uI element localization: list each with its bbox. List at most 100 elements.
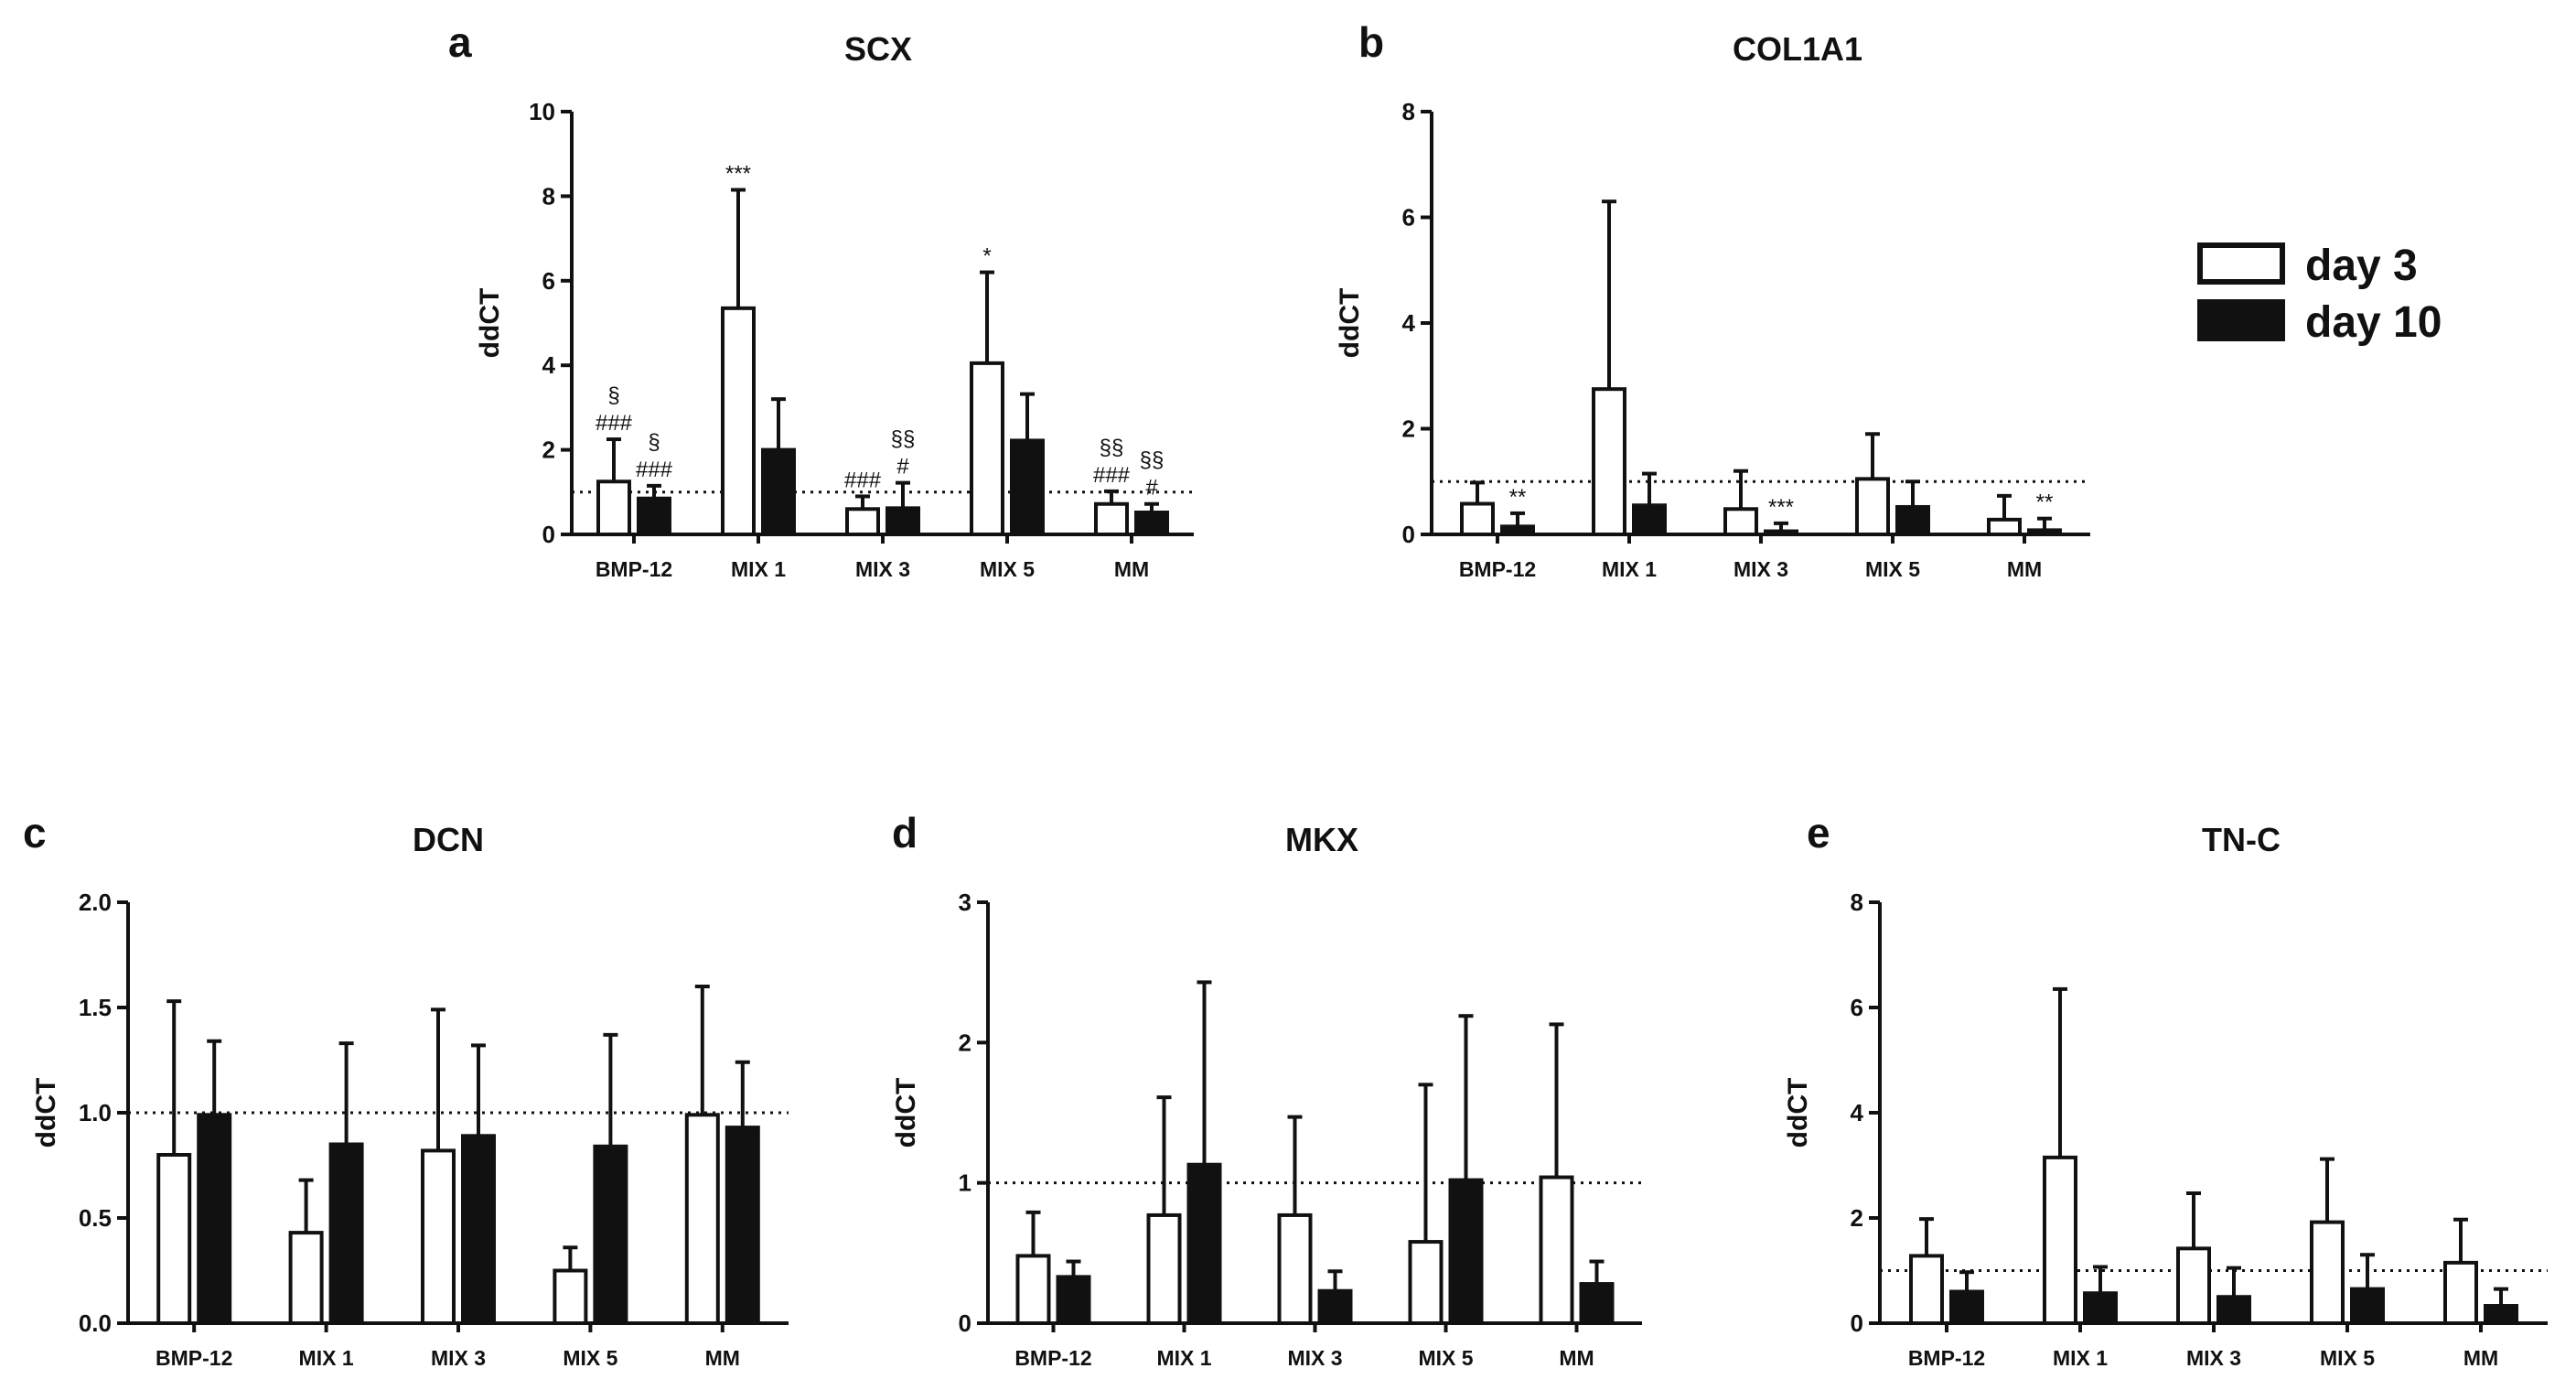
y-tick-label: 3 — [959, 889, 971, 916]
bar-day3 — [553, 1268, 588, 1325]
y-tick-label: 2 — [1402, 415, 1415, 443]
y-tick-label: 8 — [542, 182, 555, 210]
bar-day10 — [461, 1134, 496, 1326]
legend-label: day 3 — [2305, 242, 2418, 290]
significance-label: § — [607, 383, 619, 408]
bar-day3 — [1146, 1212, 1182, 1326]
x-tick-label: MM — [2463, 1346, 2498, 1370]
bar-day10 — [761, 447, 796, 537]
bar-day10 — [1134, 510, 1169, 537]
bar-day3 — [1460, 501, 1495, 537]
y-tick-label: 1.5 — [79, 994, 112, 1021]
x-tick-label: MM — [1114, 557, 1149, 581]
significance-label: ### — [844, 468, 882, 492]
panel-letter: a — [448, 18, 472, 66]
y-tick-label: 1.0 — [79, 1099, 112, 1126]
x-tick-label: MIX 3 — [1733, 557, 1788, 581]
panel-letter: b — [1358, 18, 1384, 66]
bar-day10 — [2216, 1295, 2251, 1325]
bar-day10 — [2027, 528, 2062, 537]
chart-title: COL1A1 — [1733, 30, 1862, 68]
x-tick-label: MIX 5 — [2320, 1346, 2375, 1370]
bar-day3 — [2043, 1155, 2077, 1325]
y-tick-label: 0 — [1402, 521, 1415, 548]
x-tick-label: MIX 3 — [431, 1346, 486, 1370]
panel-c: c DCN 0.0 0.5 1.0 1.5 2.0 ddCT BMP-12 MIX 1 MIX 3 M… — [23, 809, 789, 1370]
panel-e: e TN-C 0 2 4 6 8 ddCT BMP-12 MIX 1 MIX 3 MIX 5 MM — [1783, 809, 2548, 1370]
x-tick-label: BMP-12 — [1459, 557, 1536, 581]
y-tick-label: 6 — [1851, 994, 1863, 1021]
significance-label: ### — [1093, 463, 1131, 488]
x-tick-label: MIX 5 — [563, 1346, 617, 1370]
bar-day3 — [1855, 477, 1890, 536]
chart-title: SCX — [844, 30, 912, 68]
y-axis-label: ddCT — [891, 1078, 921, 1148]
x-tick-label: MIX 1 — [1602, 557, 1657, 581]
y-tick-label: 8 — [1402, 98, 1415, 125]
bar-day3 — [721, 306, 756, 536]
bar-day10 — [1056, 1275, 1091, 1326]
bar-day3 — [1015, 1254, 1051, 1326]
x-tick-label: BMP-12 — [1014, 1346, 1091, 1370]
bar-day3 — [156, 1153, 192, 1325]
bar-day10 — [724, 1126, 760, 1325]
bar-day3 — [2310, 1220, 2345, 1325]
x-tick-label: MIX 1 — [731, 557, 786, 581]
bar-day10 — [886, 506, 920, 537]
x-tick-label: MIX 5 — [1418, 1346, 1473, 1370]
y-axis-label: ddCT — [1335, 288, 1365, 359]
bar-day10 — [593, 1144, 628, 1326]
y-tick-label: 2 — [1851, 1204, 1863, 1232]
panel-letter: c — [23, 809, 47, 857]
bar-day10 — [1186, 1162, 1222, 1325]
x-tick-label: MM — [1559, 1346, 1594, 1370]
bar-day10 — [1010, 438, 1045, 537]
legend-swatch — [2197, 299, 2285, 341]
panel-b: b COL1A1 0 2 4 6 8 ddCT BMP-12 ** MIX 1 MIX 3 *** MIX… — [1335, 18, 2090, 581]
x-tick-label: MIX 1 — [2053, 1346, 2108, 1370]
y-tick-label: 1 — [959, 1169, 971, 1197]
y-tick-label: 0 — [1851, 1309, 1863, 1337]
bar-day3 — [1277, 1212, 1313, 1326]
significance-label: §§ — [1140, 448, 1165, 473]
y-axis-label: ddCT — [475, 288, 505, 359]
x-tick-label: MIX 3 — [855, 557, 910, 581]
panel-letter: d — [892, 809, 918, 857]
significance-label: ** — [2036, 490, 2054, 515]
y-tick-label: 4 — [1402, 309, 1416, 337]
y-tick-label: 6 — [542, 267, 555, 295]
significance-label: # — [1145, 476, 1158, 501]
bar-day3 — [1723, 507, 1758, 537]
bar-day10 — [1764, 529, 1798, 536]
y-tick-label: 8 — [1851, 889, 1863, 916]
bar-day10 — [1448, 1178, 1484, 1325]
legend: day 3 day 10 — [2197, 242, 2442, 347]
x-tick-label: MIX 5 — [1865, 557, 1920, 581]
bar-day3 — [1408, 1240, 1444, 1325]
significance-label: §§ — [1100, 436, 1124, 460]
y-tick-label: 0 — [959, 1309, 971, 1337]
bar-day3 — [845, 507, 880, 537]
bar-day3 — [2443, 1260, 2478, 1325]
bar-day10 — [2083, 1291, 2118, 1325]
y-tick-label: 2 — [542, 436, 555, 464]
y-tick-label: 4 — [1851, 1099, 1864, 1126]
panel-letter: e — [1807, 809, 1830, 857]
panel-a: a SCX 0 2 4 6 8 10 ddCT BMP-12 § ### § ### MIX 1 *** MIX… — [448, 18, 1194, 581]
significance-label: ### — [596, 411, 633, 436]
bar-day10 — [328, 1142, 364, 1325]
bar-day10 — [637, 496, 671, 536]
bar-day10 — [1949, 1289, 1984, 1325]
y-tick-label: 0 — [542, 521, 555, 548]
panel-d: d MKX 0 1 2 3 ddCT BMP-12 MIX 1 MIX 3 MIX 5 MM — [891, 809, 1642, 1370]
bar-day10 — [1895, 504, 1930, 536]
x-tick-label: MIX 1 — [1156, 1346, 1211, 1370]
significance-label: ** — [1509, 485, 1527, 510]
x-tick-label: BMP-12 — [596, 557, 672, 581]
bar-day3 — [1909, 1254, 1944, 1326]
bar-day10 — [2484, 1304, 2518, 1326]
legend-swatch — [2197, 242, 2285, 285]
y-tick-label: 2 — [959, 1029, 971, 1056]
x-tick-label: MIX 3 — [1287, 1346, 1342, 1370]
